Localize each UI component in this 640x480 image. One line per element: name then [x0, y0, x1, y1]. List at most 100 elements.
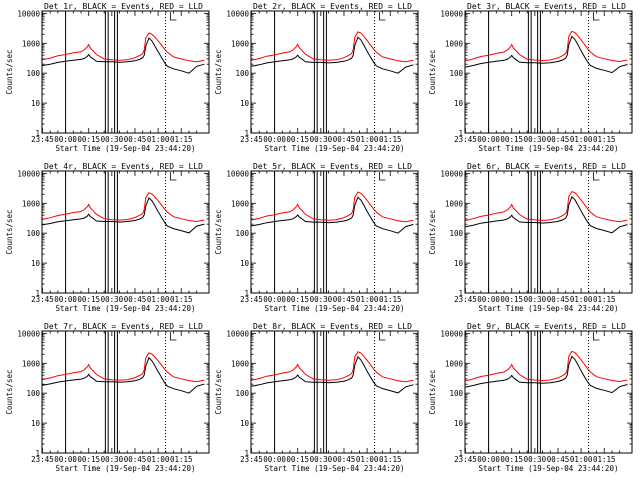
plot-frame — [464, 170, 633, 294]
x-axis-label: Start Time (19-Sep-04 23:44:20) — [56, 304, 196, 313]
x-tick-label: 00:30 — [310, 295, 333, 304]
detector-panel-6: Det 6r, BLACK = Events, RED = LLD 1 10 100 1… — [428, 162, 633, 313]
x-tick-label: 01:00 — [570, 135, 593, 144]
x-tick-label: 00:45 — [124, 295, 147, 304]
y-tick-label: 10000 — [17, 9, 40, 18]
x-tick-label: 00:15 — [286, 455, 309, 464]
x-tick-label: 23:45 — [31, 135, 54, 144]
y-tick-label: 1 — [35, 449, 40, 458]
y-tick-label: 1000 — [445, 199, 464, 208]
y-tick-label: 1000 — [231, 199, 250, 208]
x-tick-label: 01:15 — [379, 135, 402, 144]
y-tick-label: 1 — [244, 289, 249, 298]
x-axis-label: Start Time (19-Sep-04 23:44:20) — [479, 304, 619, 313]
events-series-line — [251, 36, 414, 74]
x-tick-label: 01:15 — [170, 135, 193, 144]
x-tick-label: 00:30 — [524, 135, 547, 144]
bracket-marker — [170, 332, 177, 341]
x-tick-label: 00:30 — [524, 455, 547, 464]
y-axis-label: Counts/sec — [5, 49, 14, 94]
y-tick-label: 100 — [449, 229, 463, 238]
x-tick-label: 01:15 — [379, 455, 402, 464]
y-tick-label: 10000 — [17, 169, 40, 178]
y-tick-label: 1000 — [22, 39, 41, 48]
detector-panel-4: Det 4r, BLACK = Events, RED = LLD 1 10 100 1… — [5, 162, 210, 313]
detector-panel-9: Det 9r, BLACK = Events, RED = LLD 1 10 100 1… — [428, 322, 633, 473]
y-tick-label: 10000 — [226, 169, 249, 178]
y-tick-label: 1000 — [22, 199, 41, 208]
x-axis-label: Start Time (19-Sep-04 23:44:20) — [56, 144, 196, 153]
y-axis-label: Counts/sec — [214, 49, 223, 94]
x-tick-label: 00:45 — [547, 455, 570, 464]
x-tick-label: 01:00 — [147, 455, 170, 464]
bracket-marker — [593, 12, 600, 21]
y-tick-label: 100 — [449, 389, 463, 398]
x-tick-label: 00:45 — [124, 455, 147, 464]
events-series-line — [465, 35, 628, 74]
y-tick-label: 100 — [235, 229, 249, 238]
lld-series-line — [465, 190, 628, 223]
y-tick-label: 100 — [26, 389, 40, 398]
panel-title: Det 8r, BLACK = Events, RED = LLD — [253, 322, 412, 331]
x-tick-label: 01:15 — [593, 295, 616, 304]
y-tick-label: 1 — [35, 129, 40, 138]
x-tick-label: 00:00 — [54, 295, 77, 304]
x-tick-label: 01:00 — [356, 295, 379, 304]
bracket-marker — [379, 332, 386, 341]
x-tick-label: 01:15 — [379, 295, 402, 304]
plot-frame — [250, 330, 419, 454]
x-tick-label: 00:15 — [77, 135, 100, 144]
events-series-line — [42, 356, 205, 394]
x-axis-label: Start Time (19-Sep-04 23:44:20) — [265, 144, 405, 153]
x-tick-label: 01:15 — [593, 135, 616, 144]
events-series-line — [465, 355, 628, 394]
x-tick-label: 00:00 — [263, 295, 286, 304]
y-axis-label: Counts/sec — [428, 369, 437, 414]
x-tick-label: 00:15 — [77, 295, 100, 304]
plot-frame — [41, 170, 210, 294]
y-tick-label: 10 — [240, 419, 250, 428]
x-tick-label: 00:00 — [263, 135, 286, 144]
x-tick-label: 00:15 — [500, 455, 523, 464]
lld-series-line — [251, 351, 414, 383]
y-axis-label: Counts/sec — [428, 209, 437, 254]
y-tick-label: 10 — [454, 99, 464, 108]
y-tick-label: 1 — [244, 129, 249, 138]
x-tick-label: 01:00 — [570, 455, 593, 464]
events-series-line — [251, 355, 414, 394]
y-tick-label: 10 — [31, 419, 41, 428]
y-tick-label: 10000 — [440, 329, 463, 338]
y-tick-label: 100 — [26, 69, 40, 78]
lld-series-line — [251, 31, 414, 63]
plot-frame — [464, 330, 633, 454]
x-tick-label: 00:45 — [547, 135, 570, 144]
bracket-marker — [379, 172, 386, 181]
y-tick-label: 10 — [454, 419, 464, 428]
x-tick-label: 01:00 — [570, 295, 593, 304]
x-tick-label: 23:45 — [240, 295, 263, 304]
x-tick-label: 01:00 — [356, 455, 379, 464]
x-axis-label: Start Time (19-Sep-04 23:44:20) — [265, 304, 405, 313]
panel-title: Det 1r, BLACK = Events, RED = LLD — [44, 2, 203, 11]
panel-title: Det 3r, BLACK = Events, RED = LLD — [467, 2, 626, 11]
y-tick-label: 10000 — [226, 9, 249, 18]
lld-series-line — [42, 352, 205, 383]
x-tick-label: 23:45 — [240, 455, 263, 464]
x-tick-label: 01:15 — [170, 455, 193, 464]
plot-frame — [41, 330, 210, 454]
lld-series-line — [42, 192, 205, 223]
x-axis-label: Start Time (19-Sep-04 23:44:20) — [56, 464, 196, 473]
x-tick-label: 01:15 — [593, 455, 616, 464]
x-tick-label: 00:30 — [524, 295, 547, 304]
y-tick-label: 10 — [454, 259, 464, 268]
x-axis-label: Start Time (19-Sep-04 23:44:20) — [479, 144, 619, 153]
x-tick-label: 00:45 — [547, 295, 570, 304]
x-tick-label: 00:15 — [286, 135, 309, 144]
y-tick-label: 10000 — [440, 9, 463, 18]
detector-panel-8: Det 8r, BLACK = Events, RED = LLD 1 10 100 1… — [214, 322, 419, 473]
x-tick-label: 23:45 — [31, 295, 54, 304]
y-tick-label: 1000 — [445, 39, 464, 48]
x-tick-label: 23:45 — [454, 295, 477, 304]
plot-frame — [250, 170, 419, 294]
